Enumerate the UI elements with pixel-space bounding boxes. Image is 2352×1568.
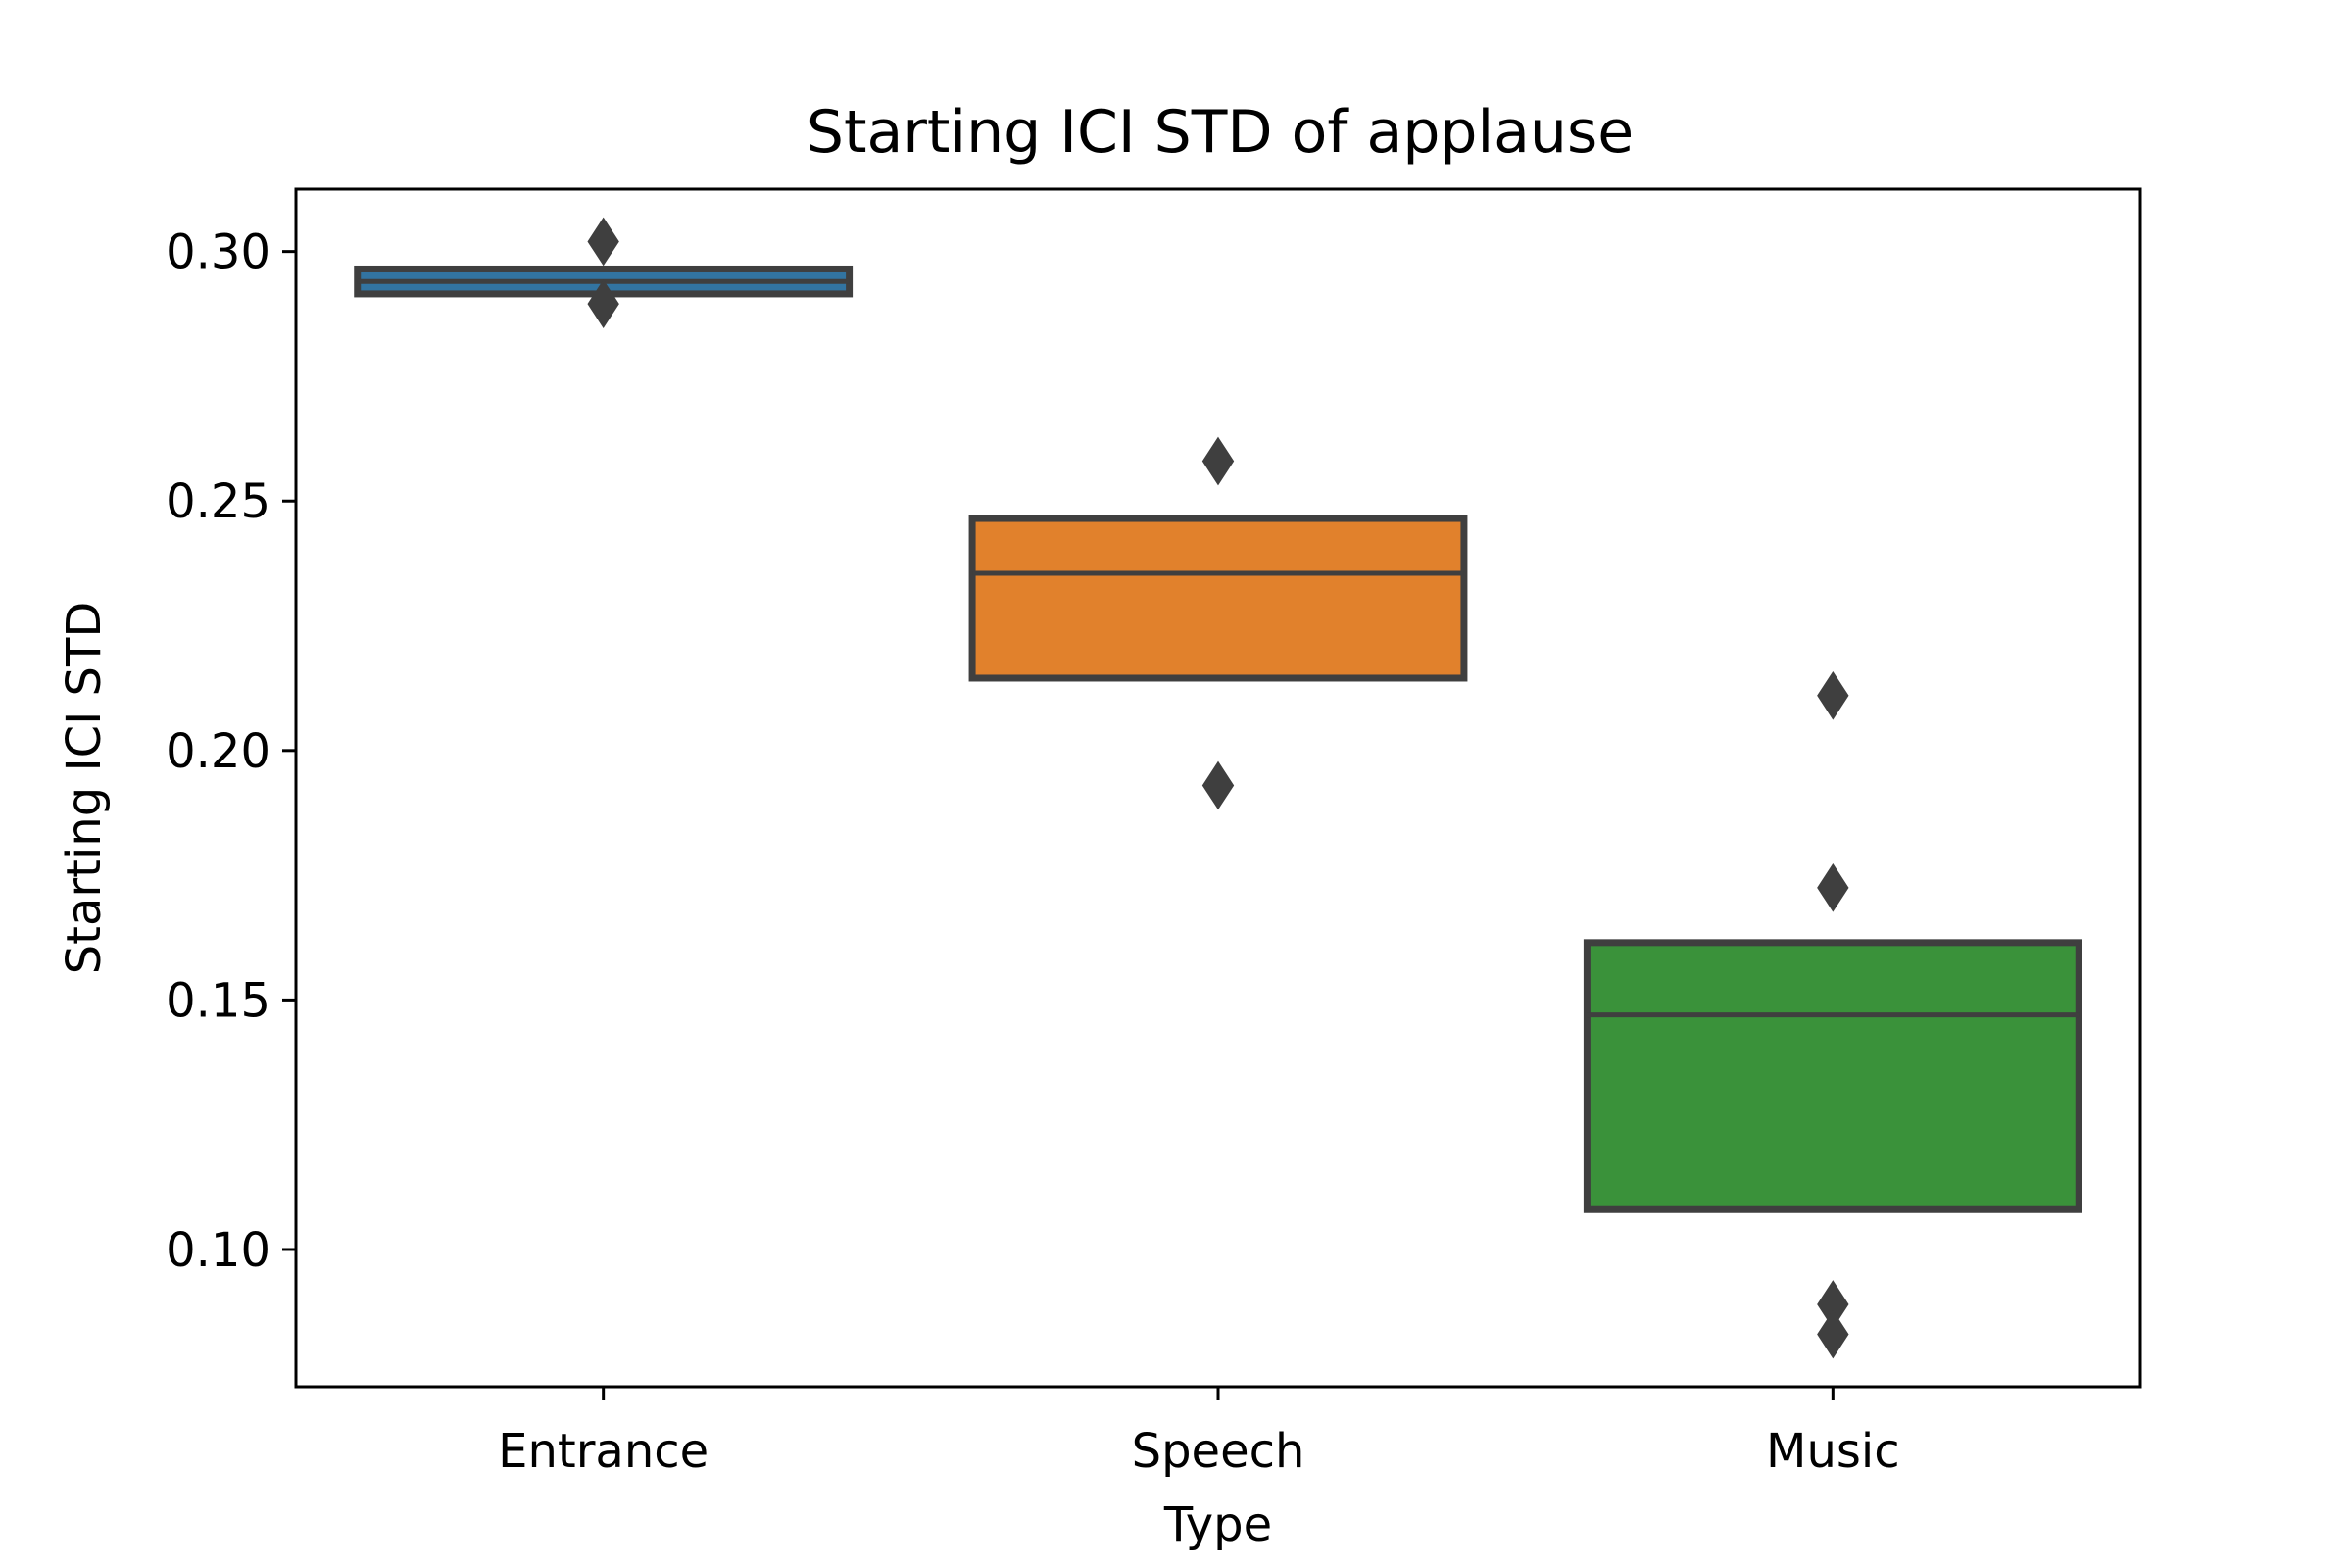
chart-title: Starting ICI STD of applause [807, 98, 1634, 167]
outlier-marker [587, 217, 619, 267]
y-tick-label: 0.10 [166, 1223, 270, 1278]
outlier-marker [1201, 436, 1235, 486]
x-tick-label: Entrance [498, 1424, 709, 1479]
box-rect [968, 514, 1468, 682]
y-tick-label: 0.25 [166, 474, 270, 529]
plot-area [354, 217, 2082, 1359]
y-tick-label: 0.30 [166, 225, 270, 280]
box-group-music [1583, 670, 2082, 1359]
box-group-speech [968, 436, 1468, 810]
x-axis: Entrance Speech Music [498, 1387, 1900, 1479]
outlier-marker [1201, 760, 1235, 810]
y-axis-title: Starting ICI STD [57, 602, 112, 975]
y-tick-label: 0.15 [166, 973, 270, 1028]
outlier-marker [1817, 863, 1849, 912]
outlier-marker [587, 279, 619, 328]
box-rect [1583, 939, 2082, 1213]
x-axis-title: Type [1163, 1497, 1272, 1552]
x-tick-label: Speech [1132, 1424, 1305, 1479]
x-tick-label: Music [1766, 1424, 1900, 1479]
box-group-entrance [354, 217, 854, 328]
y-axis: 0.10 0.15 0.20 0.25 0.30 [166, 225, 296, 1278]
y-tick-label: 0.20 [166, 724, 270, 779]
outlier-marker [1817, 670, 1849, 720]
outlier-marker [1817, 1309, 1849, 1359]
